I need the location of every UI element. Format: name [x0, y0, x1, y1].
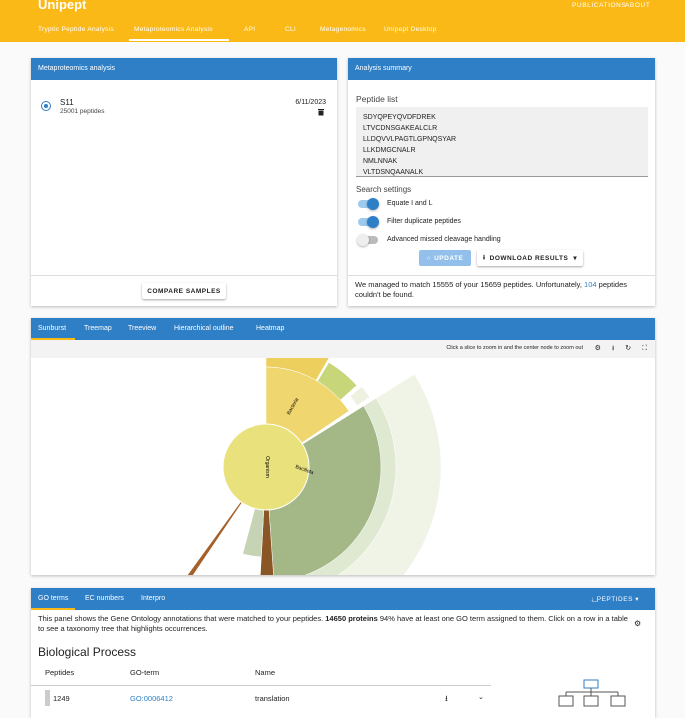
peptide: VLTDSNQAANALK	[363, 169, 424, 176]
field-label: Peptide list	[356, 94, 398, 104]
hint: Click a slice to zoom in and the center …	[446, 345, 583, 351]
summary-card: Analysis summary Peptide list SDYQPEYQVD…	[348, 58, 655, 306]
sort-button[interactable]: ↓͟ PEPTIDES ▾	[590, 596, 639, 603]
tab-bar: GO terms EC numbers Interpro ↓͟ PEPTIDES ▾	[31, 588, 655, 610]
sunburst-slice[interactable]	[172, 501, 243, 575]
card-header: Metaproteomics analysis	[31, 58, 337, 80]
sample-date: 6/11/2023	[295, 99, 326, 106]
setting-label: Equate I and L	[387, 200, 433, 207]
intro-prefix: This panel shows the Gene Ontology annot…	[38, 614, 326, 623]
nav-item[interactable]: CLI	[285, 26, 297, 33]
update-button[interactable]: ○ UPDATE	[419, 250, 471, 266]
divider	[348, 275, 655, 276]
result-prefix: We managed to match 15555 of your 15659 …	[355, 280, 585, 289]
delete-icon[interactable]	[318, 109, 324, 116]
column-header[interactable]: Peptides	[45, 668, 75, 677]
setting-label: Advanced missed cleavage handling	[387, 236, 501, 243]
intro-bold: 14650 proteins	[325, 614, 378, 623]
tab[interactable]: EC numbers	[85, 595, 124, 602]
slice-label: Organism	[264, 456, 270, 478]
download-icon[interactable]: ⭳	[445, 694, 448, 703]
tab-indicator	[31, 338, 75, 340]
compare-button[interactable]: COMPARE SAMPLES	[142, 283, 226, 299]
divider	[31, 685, 491, 686]
setting-label: Filter duplicate peptides	[387, 218, 461, 225]
nav-item[interactable]: Tryptic Peptide Analysis	[38, 26, 114, 33]
tab[interactable]: Hierarchical outline	[174, 325, 234, 332]
tab[interactable]: GO terms	[38, 595, 69, 602]
nav-indicator	[129, 39, 229, 41]
toggle[interactable]	[357, 234, 378, 246]
toggle[interactable]	[358, 216, 379, 228]
sunburst-slice[interactable]	[349, 386, 370, 406]
tab[interactable]: Heatmap	[256, 325, 285, 332]
settings-icon[interactable]: ⚙	[634, 619, 642, 628]
peptide-textarea[interactable]: SDYQPEYQVDFDREK LTVCDNSGAKEALCLR LLDQVVLPA…	[356, 107, 648, 177]
toggle-knob	[367, 216, 379, 228]
toggle-knob	[357, 234, 369, 246]
button-label: UPDATE	[434, 254, 464, 262]
nav-item[interactable]: Metagenomics	[320, 26, 366, 33]
visualization-card: Sunburst Treemap Treeview Hierarchical outl…	[31, 318, 655, 575]
tab-bar: Sunburst Treemap Treeview Hierarchical outl…	[31, 318, 655, 340]
toolbar: Click a slice to zoom in and the center …	[31, 340, 655, 358]
app-bar: Unipept Tryptic Peptide Analysis Metaprot…	[0, 0, 685, 42]
toggle-knob	[367, 198, 379, 210]
result-text: We managed to match 15555 of your 15659 …	[355, 280, 645, 300]
nav-item[interactable]: API	[244, 26, 256, 33]
samples-card: Metaproteomics analysis S11 25001 peptid…	[31, 58, 337, 306]
peptide: LLDQVVLPAGTLGPNQSYAR	[363, 136, 457, 143]
intro-text: This panel shows the Gene Ontology annot…	[38, 614, 628, 634]
tab[interactable]: Interpro	[141, 595, 166, 602]
radio[interactable]	[41, 101, 51, 111]
peptide: LLKDMGCNALR	[363, 147, 416, 154]
sample-name: S11	[60, 98, 74, 107]
result-suffix: peptides couldn't be found.	[355, 280, 628, 299]
column-header[interactable]: GO-term	[130, 668, 160, 677]
expand-icon[interactable]: ⌄	[478, 694, 484, 701]
button-label: DOWNLOAD RESULTS	[489, 254, 569, 262]
divider	[31, 275, 337, 276]
nav-link[interactable]: ABOUT	[625, 2, 651, 9]
peptide: NMLNNAK	[363, 158, 398, 165]
card-title: Analysis summary	[355, 65, 412, 72]
download-button[interactable]: ⭳ DOWNLOAD RESULTS ▾	[477, 250, 583, 266]
go-link[interactable]: GO:0006412	[130, 694, 173, 703]
column-header[interactable]: Name	[255, 668, 276, 677]
nav-item[interactable]: Unipept Desktop	[384, 26, 437, 33]
nav-link[interactable]: PUBLICATIONS	[572, 2, 627, 9]
tab[interactable]: Treemap	[84, 325, 112, 332]
tree-preview[interactable]	[556, 678, 631, 708]
sort-label: PEPTIDES	[596, 596, 633, 603]
brand[interactable]: Unipept	[38, 0, 87, 12]
tab-indicator	[31, 608, 75, 610]
missing-link[interactable]: 104	[584, 280, 597, 289]
cell: translation	[255, 694, 290, 703]
intro-suffix: 94% have at least one GO term assigned t…	[38, 614, 628, 633]
tab[interactable]: Treeview	[128, 325, 157, 332]
card-title: Metaproteomics analysis	[38, 65, 116, 72]
sunburst-slice[interactable]	[242, 508, 265, 558]
field-label: Search settings	[356, 185, 412, 194]
tab[interactable]: Sunburst	[38, 325, 67, 332]
sunburst-center[interactable]	[222, 423, 310, 511]
toolbar-icons[interactable]: ⚙ ⭳ ↻ ⛶	[594, 345, 647, 352]
section-title: Biological Process	[38, 645, 137, 659]
nav-item[interactable]: Metaproteomics Analysis	[134, 26, 213, 33]
card-header: Analysis summary	[348, 58, 655, 80]
count-bar	[45, 690, 50, 706]
cell: 1249	[53, 694, 70, 703]
functional-card: GO terms EC numbers Interpro ↓͟ PEPTIDES ▾…	[31, 588, 655, 718]
toggle[interactable]	[358, 198, 379, 210]
peptide: SDYQPEYQVDFDREK	[363, 114, 436, 121]
sample-size: 25001 peptides	[60, 108, 105, 115]
peptide: LTVCDNSGAKEALCLR	[363, 125, 438, 132]
